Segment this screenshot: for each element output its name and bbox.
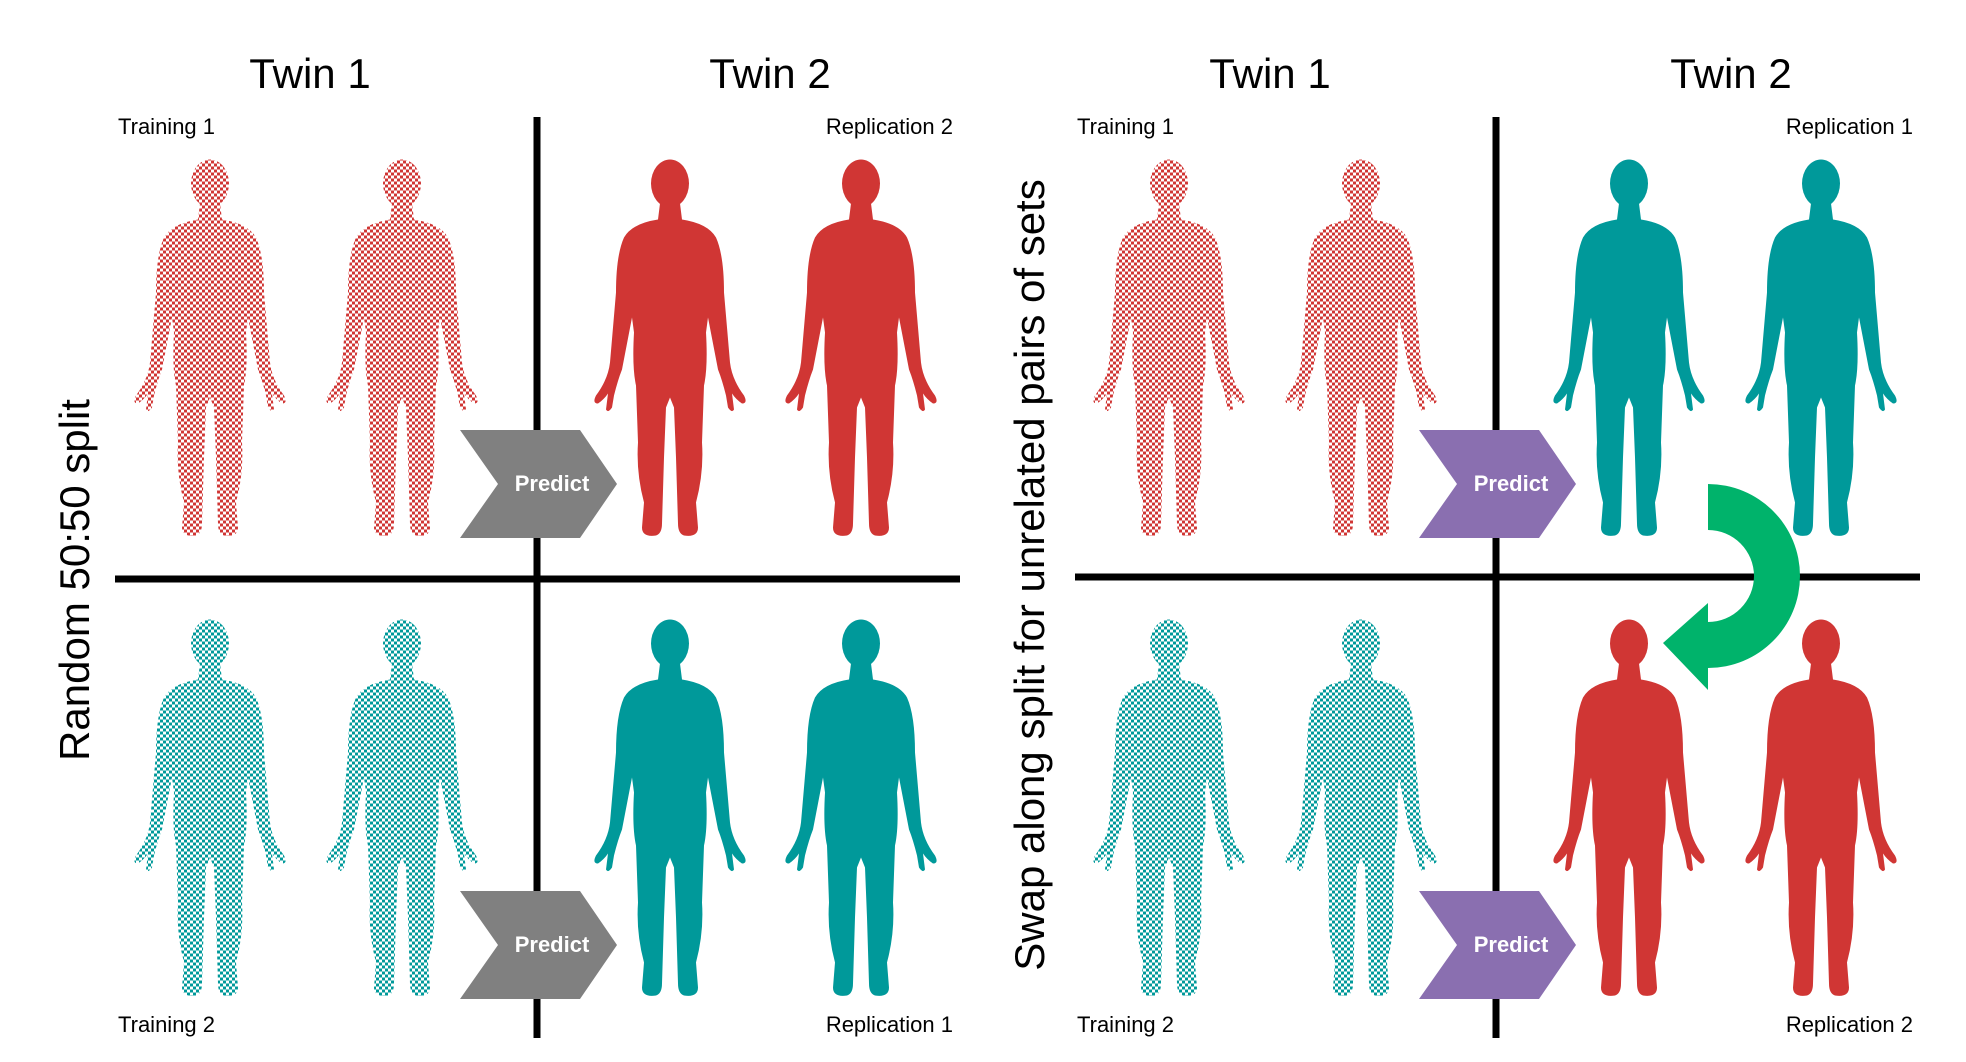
left-replication1-figure-b [785, 619, 937, 996]
right-predict-bottom: Predict [1419, 891, 1576, 999]
left-predict-top: Predict [460, 430, 617, 538]
left-replication2-figure-a [594, 159, 746, 536]
left-predict-bottom: Predict [460, 891, 617, 999]
right-training2-label: Training 2 [1077, 1012, 1174, 1037]
right-training1-figure-a [1093, 159, 1245, 536]
right-predict-top: Predict [1419, 430, 1576, 538]
curved-swap-arrow-icon [1663, 484, 1800, 690]
right-training1-figure-b [1285, 159, 1437, 536]
right-replication1-figure-b [1745, 159, 1897, 536]
left-twin1-header: Twin 1 [249, 50, 370, 97]
right-twin1-header: Twin 1 [1209, 50, 1330, 97]
left-predict-bottom-label: Predict [515, 932, 590, 957]
right-side-label: Swap along split for unrelated pairs of … [1006, 179, 1053, 970]
right-replication1-label: Replication 1 [1786, 114, 1913, 139]
left-training2-label: Training 2 [118, 1012, 215, 1037]
left-side-label: Random 50:50 split [51, 399, 98, 761]
left-training1-figure-a [134, 159, 286, 536]
left-panel: Twin 1 Twin 2 Training 1 Replication 2 T… [51, 50, 960, 1038]
right-predict-bottom-label: Predict [1474, 932, 1549, 957]
right-replication1-figure-a [1553, 159, 1705, 536]
left-replication2-label: Replication 2 [826, 114, 953, 139]
right-replication2-label: Replication 2 [1786, 1012, 1913, 1037]
left-replication1-figure-a [594, 619, 746, 996]
right-training2-figure-a [1093, 619, 1245, 996]
right-training1-label: Training 1 [1077, 114, 1174, 139]
left-training2-figure-a [134, 619, 286, 996]
right-twin2-header: Twin 2 [1670, 50, 1791, 97]
right-training2-figure-b [1285, 619, 1437, 996]
left-training2-figure-b [326, 619, 478, 996]
left-replication1-label: Replication 1 [826, 1012, 953, 1037]
right-replication2-figure-a [1553, 619, 1705, 996]
right-panel: Twin 1 Twin 2 Training 1 Replication 1 T… [1006, 50, 1920, 1038]
left-training1-figure-b [326, 159, 478, 536]
left-replication2-figure-b [785, 159, 937, 536]
left-predict-top-label: Predict [515, 471, 590, 496]
left-training1-label: Training 1 [118, 114, 215, 139]
left-twin2-header: Twin 2 [709, 50, 830, 97]
right-predict-top-label: Predict [1474, 471, 1549, 496]
right-replication2-figure-b [1745, 619, 1897, 996]
